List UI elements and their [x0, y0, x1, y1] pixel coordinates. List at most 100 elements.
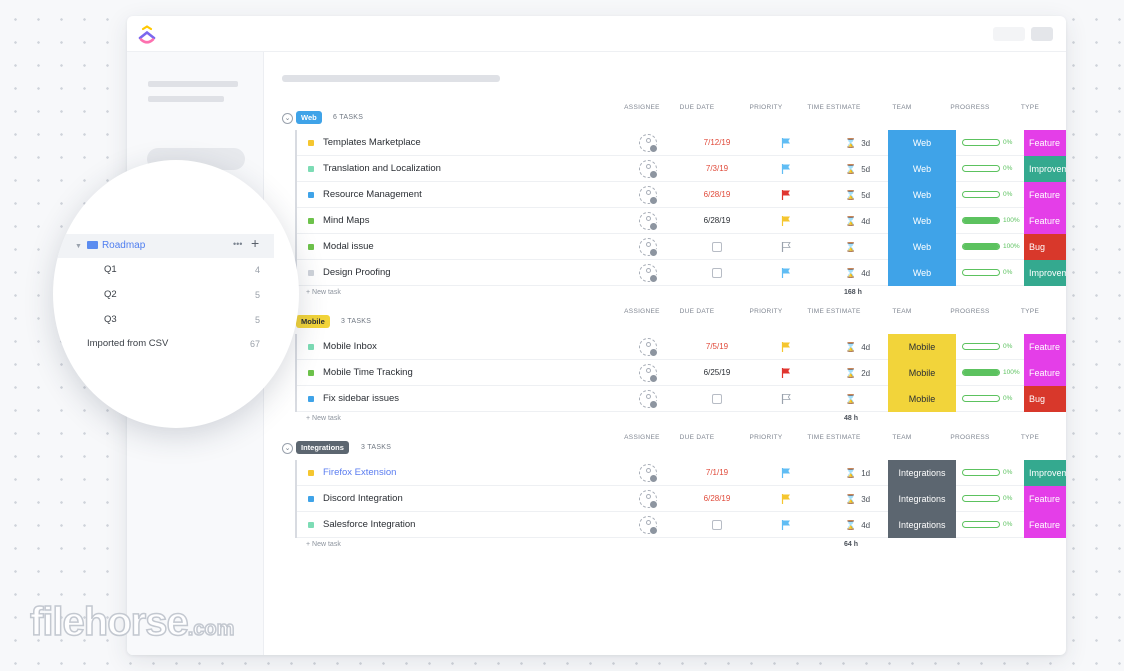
column-header-team[interactable]: TEAM — [892, 434, 912, 441]
time-estimate[interactable]: ⌛ 4d — [845, 216, 870, 227]
priority-flag-icon[interactable] — [780, 467, 792, 479]
column-header-assignee[interactable]: ASSIGNEE — [624, 308, 660, 315]
column-header-due-date[interactable]: DUE DATE — [679, 308, 715, 315]
type-cell[interactable]: Feature — [1024, 130, 1066, 156]
status-dot[interactable] — [308, 470, 314, 476]
due-date[interactable]: 7/12/19 — [703, 138, 731, 147]
team-cell[interactable]: Web — [888, 130, 956, 156]
assignee-icon[interactable] — [639, 364, 658, 383]
task-name[interactable]: Salesforce Integration — [323, 519, 416, 530]
time-estimate[interactable]: ⌛ 5d — [845, 190, 870, 201]
assignee-icon[interactable] — [639, 338, 658, 357]
time-estimate[interactable]: ⌛ — [845, 394, 861, 405]
caret-down-icon[interactable]: ▼ — [75, 243, 82, 250]
priority-flag-icon[interactable] — [780, 189, 792, 201]
column-header-due-date[interactable]: DUE DATE — [679, 434, 715, 441]
column-header-type[interactable]: TYPE — [1020, 434, 1040, 441]
time-estimate[interactable]: ⌛ 4d — [845, 520, 870, 531]
type-cell[interactable]: Bug — [1024, 234, 1066, 260]
assignee-icon[interactable] — [639, 212, 658, 231]
assignee-icon[interactable] — [639, 186, 658, 205]
priority-flag-icon[interactable] — [780, 393, 792, 405]
task-row[interactable]: Design Proofing ⌛ 4d Web 0% Improvement — [297, 260, 1066, 286]
topbar-button[interactable] — [1031, 27, 1053, 41]
priority-flag-icon[interactable] — [780, 367, 792, 379]
status-dot[interactable] — [308, 496, 314, 502]
status-dot[interactable] — [308, 244, 314, 250]
status-dot[interactable] — [308, 396, 314, 402]
new-task-button[interactable]: + New task — [306, 289, 341, 296]
status-dot[interactable] — [308, 192, 314, 198]
time-estimate[interactable]: ⌛ 4d — [845, 268, 870, 279]
sidebar-list-imported[interactable]: Imported from CSV — [87, 338, 169, 349]
calendar-icon[interactable] — [712, 520, 722, 530]
priority-flag-icon[interactable] — [780, 137, 792, 149]
sidebar-list-q1[interactable]: Q1 — [104, 264, 117, 275]
more-icon[interactable]: ••• — [233, 239, 243, 249]
status-dot[interactable] — [308, 218, 314, 224]
time-estimate[interactable]: ⌛ 4d — [845, 342, 870, 353]
column-header-due-date[interactable]: DUE DATE — [679, 104, 715, 111]
time-estimate[interactable]: ⌛ — [845, 242, 861, 253]
sidebar-list-q3[interactable]: Q3 — [104, 314, 117, 325]
due-date[interactable]: 7/3/19 — [705, 164, 729, 173]
type-cell[interactable]: Improvement — [1024, 156, 1066, 182]
status-dot[interactable] — [308, 370, 314, 376]
priority-flag-icon[interactable] — [780, 215, 792, 227]
task-row[interactable]: Firefox Extension 7/1/19 ⌛ 1d Integrations 0%… — [297, 460, 1066, 486]
column-header-priority[interactable]: PRIORITY — [749, 434, 783, 441]
calendar-icon[interactable] — [712, 394, 722, 404]
task-row[interactable]: Discord Integration 6/28/19 ⌛ 3d Integration… — [297, 486, 1066, 512]
due-date[interactable]: 7/5/19 — [705, 342, 729, 351]
due-date[interactable]: 6/25/19 — [703, 368, 731, 377]
task-row[interactable]: Mind Maps 6/28/19 ⌛ 4d Web 100% Feature — [297, 208, 1066, 234]
type-cell[interactable]: Feature — [1024, 360, 1066, 386]
task-name[interactable]: Resource Management — [323, 189, 422, 200]
task-row[interactable]: Mobile Inbox 7/5/19 ⌛ 4d Mobile 0% Feature — [297, 334, 1066, 360]
team-cell[interactable]: Web — [888, 234, 956, 260]
task-row[interactable]: Mobile Time Tracking 6/25/19 ⌛ 2d Mobile 100%… — [297, 360, 1066, 386]
group-badge[interactable]: Web — [296, 111, 322, 124]
assignee-icon[interactable] — [639, 464, 658, 483]
column-header-type[interactable]: TYPE — [1020, 308, 1040, 315]
status-dot[interactable] — [308, 140, 314, 146]
status-dot[interactable] — [308, 166, 314, 172]
sidebar-folder-roadmap[interactable]: ▼ Roadmap — [75, 240, 145, 251]
team-cell[interactable]: Mobile — [888, 334, 956, 360]
team-cell[interactable]: Mobile — [888, 360, 956, 386]
task-row[interactable]: Resource Management 6/28/19 ⌛ 5d Web 0% Featur… — [297, 182, 1066, 208]
task-name[interactable]: Design Proofing — [323, 267, 391, 278]
due-date[interactable]: 6/28/19 — [703, 190, 731, 199]
type-cell[interactable]: Improvement — [1024, 460, 1066, 486]
team-cell[interactable]: Mobile — [888, 386, 956, 412]
column-header-time-estimate[interactable]: TIME ESTIMATE — [807, 434, 861, 441]
time-estimate[interactable]: ⌛ 3d — [845, 494, 870, 505]
status-dot[interactable] — [308, 522, 314, 528]
column-header-progress[interactable]: PROGRESS — [950, 308, 990, 315]
assignee-icon[interactable] — [639, 390, 658, 409]
time-estimate[interactable]: ⌛ 5d — [845, 164, 870, 175]
type-cell[interactable]: Feature — [1024, 486, 1066, 512]
time-estimate[interactable]: ⌛ 1d — [845, 468, 870, 479]
task-row[interactable]: Templates Marketplace 7/12/19 ⌛ 3d Web 0% Feat… — [297, 130, 1066, 156]
group-badge[interactable]: Mobile — [296, 315, 330, 328]
type-cell[interactable]: Feature — [1024, 334, 1066, 360]
column-header-progress[interactable]: PROGRESS — [950, 434, 990, 441]
task-row[interactable]: Fix sidebar issues ⌛ Mobile 0% Bug — [297, 386, 1066, 412]
column-header-time-estimate[interactable]: TIME ESTIMATE — [807, 104, 861, 111]
task-row[interactable]: Modal issue ⌛ Web 100% Bug — [297, 234, 1066, 260]
task-name[interactable]: Fix sidebar issues — [323, 393, 400, 404]
new-task-button[interactable]: + New task — [306, 541, 341, 548]
task-name[interactable]: Mobile Inbox — [323, 341, 377, 352]
calendar-icon[interactable] — [712, 268, 722, 278]
collapse-toggle-icon[interactable]: ⌄ — [282, 443, 293, 454]
task-name[interactable]: Discord Integration — [323, 493, 403, 504]
assignee-icon[interactable] — [639, 238, 658, 257]
assignee-icon[interactable] — [639, 264, 658, 283]
task-row[interactable]: Translation and Localization 7/3/19 ⌛ 5d Web… — [297, 156, 1066, 182]
type-cell[interactable]: Feature — [1024, 512, 1066, 538]
team-cell[interactable]: Web — [888, 156, 956, 182]
priority-flag-icon[interactable] — [780, 519, 792, 531]
task-name[interactable]: Translation and Localization — [323, 163, 441, 174]
status-dot[interactable] — [308, 270, 314, 276]
